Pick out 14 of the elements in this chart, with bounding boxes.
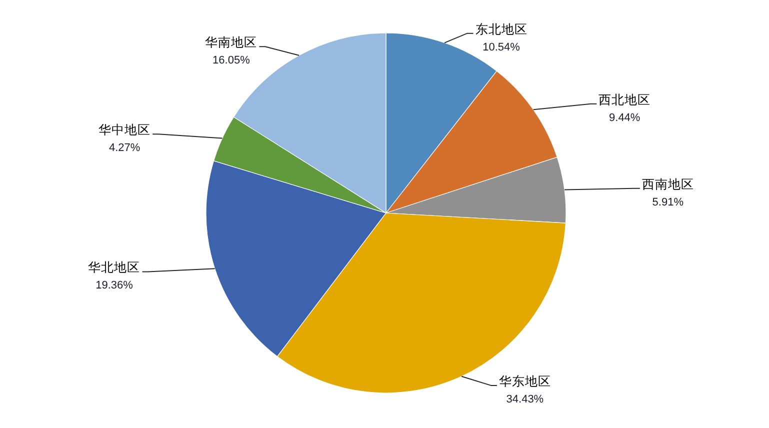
data-label: 10.54% — [482, 41, 520, 54]
slice-label: 西南地区 — [642, 177, 694, 192]
slice-label: 华东地区 — [498, 374, 551, 388]
data-label: 9.44% — [609, 112, 640, 124]
slice-label: 华北地区 — [88, 260, 140, 275]
data-label: 5.91% — [652, 196, 684, 208]
slice-label: 东北地区 — [475, 22, 528, 36]
slice-label: 西北地区 — [598, 92, 651, 107]
data-label: 4.27% — [108, 142, 140, 154]
data-label: 34.43% — [506, 393, 544, 406]
slice-label: 华南地区 — [205, 36, 258, 50]
data-label: 16.05% — [212, 54, 250, 67]
slice-label: 华中地区 — [98, 123, 151, 138]
data-label: 19.36% — [96, 280, 134, 292]
